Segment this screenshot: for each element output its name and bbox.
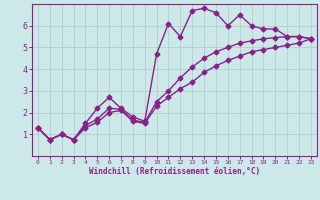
X-axis label: Windchill (Refroidissement éolien,°C): Windchill (Refroidissement éolien,°C) xyxy=(89,167,260,176)
